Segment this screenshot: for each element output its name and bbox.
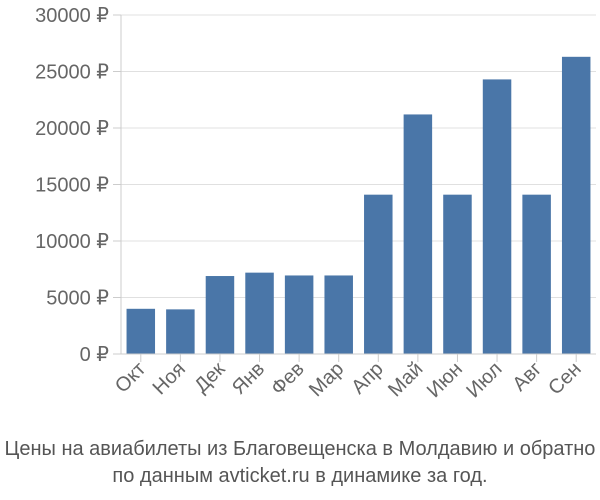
- y-tick-label: 5000 ₽: [46, 288, 109, 310]
- bar-9: [443, 194, 472, 354]
- x-tick-label: Авг: [508, 358, 546, 396]
- bar-11: [522, 194, 551, 354]
- y-tick-label: 25000 ₽: [35, 62, 109, 84]
- bar-8: [403, 114, 433, 354]
- y-axis: 0 ₽ 5000 ₽ 10000 ₽ 15000 ₽ 20000 ₽ 25000 ₽ 300…: [35, 5, 122, 366]
- x-tick-label: Янв: [228, 358, 269, 399]
- x-tick-label: Окт: [111, 358, 150, 397]
- bar-5: [284, 275, 314, 354]
- x-tick-label: Апр: [347, 358, 388, 399]
- y-tick-label: 15000 ₽: [35, 175, 109, 197]
- bar-3: [205, 276, 235, 354]
- x-tick-label: Мар: [305, 358, 348, 401]
- bar-2: [166, 309, 195, 354]
- y-tick-label: 0 ₽: [80, 344, 110, 366]
- grid-lines: [121, 14, 596, 355]
- x-tick-label: Май: [384, 358, 427, 401]
- bar-1: [126, 308, 156, 354]
- bars: [126, 56, 591, 355]
- caption-line-1: Цены на авиабилеты из Благовещенска в Мо…: [5, 438, 596, 460]
- bar-7: [364, 194, 393, 354]
- x-tick-label: Сен: [544, 358, 585, 399]
- x-tick-label: Ноя: [149, 358, 190, 399]
- bar-12: [561, 56, 591, 355]
- bar-6: [324, 275, 353, 354]
- x-tick-label: Дек: [190, 358, 229, 397]
- bar-4: [245, 272, 274, 354]
- x-tick-label: Фев: [267, 358, 309, 400]
- x-tick-label: Июл: [462, 358, 506, 402]
- x-tick-label: Июн: [423, 358, 467, 402]
- bar-10: [482, 79, 512, 354]
- y-tick-label: 20000 ₽: [35, 118, 109, 140]
- caption-line-2: по данным avticket.ru в динамике за год.: [112, 465, 487, 487]
- y-tick-label: 10000 ₽: [35, 231, 109, 253]
- y-tick-label: 30000 ₽: [35, 5, 109, 27]
